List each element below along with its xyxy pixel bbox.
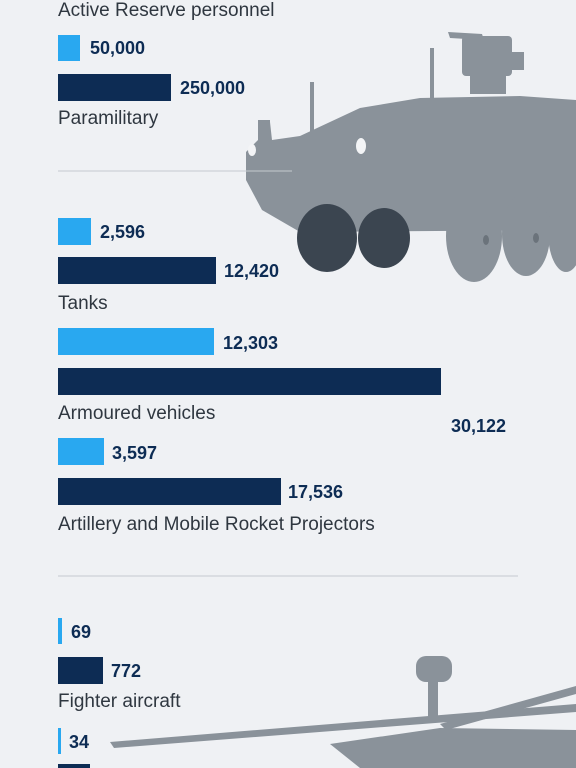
bar-tanks-light [58, 218, 91, 245]
value-label: 34 [69, 732, 89, 752]
bar-paramilitary-light [58, 35, 80, 61]
group-label: Active Reserve personnel [58, 0, 275, 21]
value-label: 2,596 [100, 222, 145, 242]
value-label: 69 [71, 622, 91, 642]
group-label: Fighter aircraft [58, 691, 181, 712]
value-label: 3,597 [112, 443, 157, 463]
armoured-vehicle-silhouette-icon [246, 32, 576, 282]
bar-fighter-light [58, 618, 62, 644]
group-label: Armoured vehicles [58, 403, 215, 424]
helicopter-silhouette-icon [110, 656, 576, 768]
bar-armoured-light [58, 328, 214, 355]
group-label: Paramilitary [58, 108, 159, 129]
value-label: 30,122 [451, 416, 506, 436]
value-label: 50,000 [90, 38, 145, 58]
bar-next-light [58, 728, 61, 754]
group-label: Tanks [58, 293, 108, 314]
value-label: 772 [111, 661, 141, 681]
bar-armoured-dark [58, 368, 441, 395]
bar-artillery-light [58, 438, 104, 465]
value-label: 250,000 [180, 78, 245, 98]
bar-artillery-dark [58, 478, 281, 505]
value-label: 12,303 [223, 333, 278, 353]
bar-fighter-dark [58, 657, 103, 684]
value-label: 17,536 [288, 482, 343, 502]
bar-next-dark [58, 764, 90, 768]
group-label: Artillery and Mobile Rocket Projectors [58, 514, 375, 535]
bar-paramilitary-dark [58, 74, 171, 101]
bar-tanks-dark [58, 257, 216, 284]
value-label: 12,420 [224, 261, 279, 281]
